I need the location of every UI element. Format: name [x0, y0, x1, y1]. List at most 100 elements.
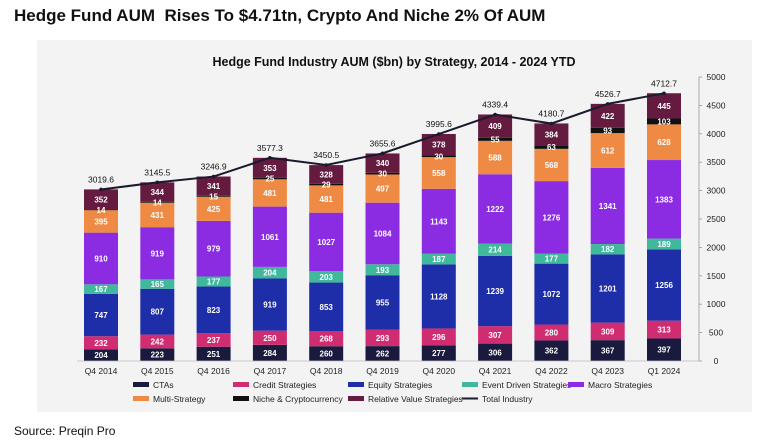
bar-segment-relative-value-strategies	[252, 157, 287, 178]
total-point	[493, 112, 497, 117]
segment-label-ctas: 306	[488, 348, 502, 357]
x-tick-label: Q4 2017	[254, 366, 287, 376]
segment-label-multi-strategy: 431	[151, 211, 165, 220]
segment-label-event-driven-strategies: 187	[432, 255, 446, 264]
segment-label-ctas: 284	[263, 349, 277, 358]
segment-label-equity-strategies: 1201	[599, 284, 617, 293]
segment-label-relative-value-strategies: 445	[657, 102, 671, 111]
bar-segment-event-driven-strategies	[309, 271, 344, 283]
x-tick-label: Q4 2020	[422, 366, 455, 376]
segment-label-multi-strategy: 395	[94, 217, 108, 226]
bar-segment-equity-strategies	[534, 263, 569, 325]
x-tick-label: Q4 2018	[310, 366, 343, 376]
bar-segment-ctas	[421, 345, 456, 361]
total-point	[324, 163, 329, 167]
total-point	[211, 174, 216, 179]
bar-segment-multi-strategy	[590, 133, 625, 168]
segment-label-event-driven-strategies: 177	[545, 255, 559, 264]
segment-label-equity-strategies: 747	[94, 311, 108, 320]
bar-segment-equity-strategies	[309, 282, 344, 332]
y-tick-label: 4000	[707, 129, 726, 139]
segment-label-equity-strategies: 919	[263, 301, 277, 310]
total-point	[549, 121, 554, 126]
bar-segment-niche-and-cryptocurrency	[309, 183, 344, 186]
segment-label-relative-value-strategies: 378	[432, 141, 446, 150]
total-label: 3655.6	[370, 138, 396, 148]
bar-segment-macro-strategies	[365, 202, 400, 265]
segment-label-niche-and-cryptocurrency: 14	[97, 206, 106, 215]
bar-segment-ctas	[140, 348, 175, 361]
segment-label-multi-strategy: 481	[320, 195, 334, 204]
segment-label-credit-strategies: 268	[320, 335, 334, 344]
total-label: 3145.5	[144, 167, 170, 177]
bar-segment-niche-and-cryptocurrency	[140, 201, 175, 203]
legend: CTAs Credit Strategies Equity Strategies Ev…	[133, 380, 652, 404]
bar-segment-relative-value-strategies	[647, 93, 681, 119]
bar-segment-macro-strategies	[140, 227, 175, 280]
bar-segment-macro-strategies	[252, 206, 287, 267]
x-axis: Q4 2014 Q4 2015 Q4 2016 Q4 2017 Q4 2018 Q4 20…	[77, 360, 699, 376]
segment-label-niche-and-cryptocurrency: 30	[378, 170, 387, 179]
bar-segment-macro-strategies	[309, 212, 344, 272]
segment-label-multi-strategy: 481	[263, 189, 277, 198]
source-note: Source: Preqin Pro	[14, 424, 116, 438]
bar-segment-equity-strategies	[421, 264, 456, 329]
segment-label-multi-strategy: 558	[432, 169, 446, 178]
legend-swatch	[133, 382, 149, 387]
segment-label-equity-strategies: 1128	[430, 292, 448, 301]
segment-label-niche-and-cryptocurrency: 103	[657, 117, 671, 126]
segment-label-event-driven-strategies: 189	[657, 240, 671, 249]
total-label: 4712.7	[651, 78, 677, 88]
bar-segment-niche-and-cryptocurrency	[84, 209, 118, 211]
legend-label: Total Industry	[482, 394, 533, 404]
total-label: 3019.6	[88, 174, 114, 184]
segment-label-event-driven-strategies: 182	[601, 245, 615, 254]
legend-label: Event Driven Strategies	[482, 380, 571, 390]
segment-label-macro-strategies: 1276	[543, 213, 561, 222]
bar-segment-multi-strategy	[196, 196, 231, 221]
total-point	[99, 187, 103, 192]
segment-label-event-driven-strategies: 165	[151, 280, 165, 289]
segment-label-multi-strategy: 497	[376, 185, 390, 194]
bar-segment-relative-value-strategies	[140, 182, 175, 202]
bar-segment-ctas	[252, 344, 287, 361]
bar-segment-relative-value-strategies	[590, 103, 625, 128]
segment-label-relative-value-strategies: 352	[94, 195, 108, 204]
bar-segment-macro-strategies	[534, 181, 569, 254]
bar-segment-event-driven-strategies	[196, 276, 231, 287]
bar-segment-macro-strategies	[590, 167, 625, 245]
total-label: 3450.5	[313, 150, 339, 160]
legend-item-equity-strategies: Equity Strategies	[348, 380, 432, 390]
legend-item-macro-strategies: Macro Strategies	[568, 380, 652, 390]
segment-labels-layer: 204 232 747 167 910 395 14 352 223 242 807 165 919 43…	[94, 102, 673, 360]
bars-layer	[84, 93, 681, 361]
total-line-layer: 3019.6 3145.5 3246.9 3577.3 3450.5 3655.6 3995…	[88, 78, 677, 192]
x-tick-label: Q1 2024	[648, 366, 681, 376]
bar-segment-ctas	[84, 349, 118, 361]
bar-segment-event-driven-strategies	[647, 238, 681, 250]
bar-segment-macro-strategies	[196, 220, 231, 277]
legend-label: Equity Strategies	[368, 380, 432, 390]
y-tick-label: 1500	[707, 271, 726, 281]
segment-label-equity-strategies: 955	[376, 298, 390, 307]
segment-label-niche-and-cryptocurrency: 25	[265, 175, 274, 184]
bar-segment-event-driven-strategies	[534, 253, 569, 264]
segment-label-event-driven-strategies: 203	[320, 273, 334, 282]
bar-segment-niche-and-cryptocurrency	[252, 177, 287, 180]
legend-label: Macro Strategies	[588, 380, 652, 390]
segment-label-multi-strategy: 612	[601, 146, 615, 155]
bar-segment-niche-and-cryptocurrency	[534, 145, 569, 149]
legend-item-credit-strategies: Credit Strategies	[233, 380, 316, 390]
total-point	[268, 156, 272, 160]
legend-swatch	[348, 396, 364, 401]
bar-segment-credit-strategies	[252, 330, 287, 345]
y-tick-label: 1000	[707, 299, 726, 309]
segment-label-relative-value-strategies: 384	[545, 130, 559, 139]
y-axis: 0 500 1000 1500 2000 2500 3000 3500 4000 4500 5000	[698, 72, 726, 366]
legend-swatch	[233, 382, 249, 387]
segment-label-multi-strategy: 568	[545, 161, 559, 170]
y-tick-label: 3500	[707, 157, 726, 167]
chart-panel: Hedge Fund Industry AUM ($bn) by Strateg…	[37, 40, 752, 412]
x-tick-label: Q4 2022	[535, 366, 568, 376]
legend-swatch	[348, 382, 364, 387]
